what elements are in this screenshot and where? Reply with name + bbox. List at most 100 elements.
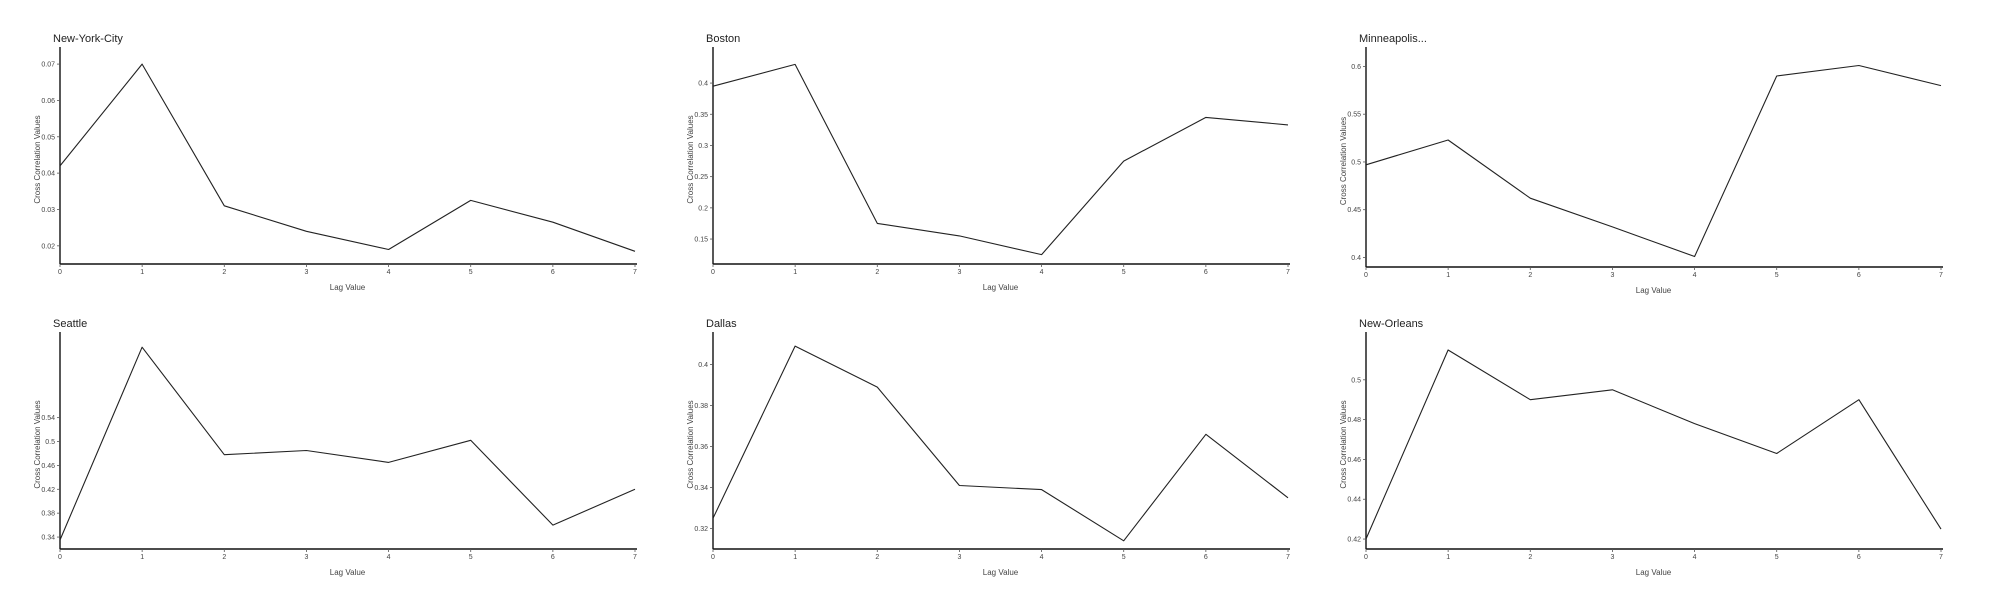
- y-tick-label: 0.34: [41, 535, 55, 542]
- x-tick-label: 3: [304, 269, 308, 276]
- y-tick-label: 0.02: [41, 243, 55, 250]
- y-axis-label: Cross Correlation Values: [33, 115, 42, 203]
- x-tick-label: 4: [1040, 269, 1044, 276]
- y-tick-label: 0.38: [41, 511, 55, 518]
- y-tick-label: 0.04: [41, 171, 55, 178]
- x-tick-label: 5: [1122, 554, 1126, 561]
- y-tick-label: 0.5: [1351, 159, 1361, 166]
- x-tick-label: 0: [58, 554, 62, 561]
- y-tick-label: 0.44: [1347, 497, 1361, 504]
- x-tick-label: 3: [1610, 554, 1614, 561]
- chart-title: Boston: [706, 33, 740, 45]
- y-tick-label: 0.4: [698, 362, 708, 369]
- x-tick-label: 4: [387, 269, 391, 276]
- x-axis-label: Lag Value: [330, 568, 366, 577]
- x-tick-label: 6: [551, 554, 555, 561]
- series-line: [59, 346, 636, 541]
- y-tick-label: 0.36: [694, 444, 708, 451]
- x-tick-label: 7: [1286, 269, 1290, 276]
- series-line: [59, 63, 636, 252]
- x-tick-label: 7: [633, 554, 637, 561]
- x-tick-label: 4: [1693, 554, 1697, 561]
- x-tick-label: 2: [875, 269, 879, 276]
- chart-title: Minneapolis...: [1359, 33, 1427, 45]
- y-axis-label: Cross Correlation Values: [686, 400, 695, 488]
- chart-title: Seattle: [53, 318, 87, 330]
- x-tick-label: 4: [1040, 554, 1044, 561]
- y-axis-label: Cross Correlation Values: [686, 115, 695, 203]
- x-tick-label: 5: [1122, 269, 1126, 276]
- series-line: [712, 345, 1289, 542]
- x-tick-label: 0: [1364, 554, 1368, 561]
- x-tick-label: 4: [387, 554, 391, 561]
- x-tick-label: 0: [711, 269, 715, 276]
- x-tick-label: 0: [711, 554, 715, 561]
- y-tick-label: 0.55: [1347, 112, 1361, 119]
- x-axis-label: Lag Value: [983, 283, 1019, 292]
- chart-title: New-York-City: [53, 33, 123, 45]
- x-tick-label: 6: [1204, 269, 1208, 276]
- y-tick-label: 0.15: [694, 237, 708, 244]
- y-tick-label: 0.25: [694, 174, 708, 181]
- y-tick-label: 0.34: [694, 485, 708, 492]
- chart-panel: Seattle 0.34 0.38 0.42 0.46 0.5 0.54 0 1 2 3 4 5 6 7 La…: [33, 318, 637, 577]
- x-tick-label: 6: [1857, 272, 1861, 279]
- x-tick-label: 1: [1446, 272, 1450, 279]
- y-tick-label: 0.46: [41, 463, 55, 470]
- x-tick-label: 0: [1364, 272, 1368, 279]
- y-tick-label: 0.45: [1347, 207, 1361, 214]
- x-tick-label: 4: [1693, 272, 1697, 279]
- y-tick-label: 0.54: [41, 415, 55, 422]
- y-tick-label: 0.46: [1347, 457, 1361, 464]
- chart-panel: Minneapolis... 0.4 0.45 0.5 0.55 0.6 0 1 2 3 4 5 6 7 L…: [1339, 33, 1943, 295]
- x-tick-label: 2: [1528, 554, 1532, 561]
- x-tick-label: 2: [222, 269, 226, 276]
- x-tick-label: 5: [469, 269, 473, 276]
- x-tick-label: 3: [957, 269, 961, 276]
- x-tick-label: 2: [875, 554, 879, 561]
- chart-panel: Dallas 0.32 0.34 0.36 0.38 0.4 0 1 2 3 4 5 6 7 Lag Val…: [686, 318, 1290, 577]
- x-axis-label: Lag Value: [983, 568, 1019, 577]
- y-tick-label: 0.38: [694, 403, 708, 410]
- y-axis-label: Cross Correlation Values: [1339, 117, 1348, 205]
- x-tick-label: 1: [140, 554, 144, 561]
- y-tick-label: 0.42: [1347, 537, 1361, 544]
- x-tick-label: 2: [1528, 272, 1532, 279]
- y-tick-label: 0.32: [694, 526, 708, 533]
- series-line: [1365, 349, 1942, 540]
- x-tick-label: 6: [1204, 554, 1208, 561]
- y-tick-label: 0.48: [1347, 417, 1361, 424]
- y-axis-label: Cross Correlation Values: [1339, 400, 1348, 488]
- x-tick-label: 7: [1286, 554, 1290, 561]
- x-tick-label: 1: [1446, 554, 1450, 561]
- x-tick-label: 3: [304, 554, 308, 561]
- x-tick-label: 1: [140, 269, 144, 276]
- x-axis-label: Lag Value: [1636, 286, 1672, 295]
- x-tick-label: 0: [58, 269, 62, 276]
- y-tick-label: 0.2: [698, 205, 708, 212]
- x-tick-label: 3: [1610, 272, 1614, 279]
- chart-panel: New-York-City 0.02 0.03 0.04 0.05 0.06 0.07 0 1 2…: [33, 33, 637, 292]
- series-line: [1365, 64, 1942, 258]
- x-tick-label: 5: [1775, 554, 1779, 561]
- x-tick-label: 6: [1857, 554, 1861, 561]
- x-tick-label: 7: [1939, 272, 1943, 279]
- x-tick-label: 1: [793, 554, 797, 561]
- y-axis-label: Cross Correlation Values: [33, 400, 42, 488]
- y-tick-label: 0.03: [41, 207, 55, 214]
- x-tick-label: 7: [633, 269, 637, 276]
- y-tick-label: 0.4: [1351, 255, 1361, 262]
- y-tick-label: 0.6: [1351, 64, 1361, 71]
- x-axis-label: Lag Value: [330, 283, 366, 292]
- x-tick-label: 6: [551, 269, 555, 276]
- chart-panel: Boston 0.15 0.2 0.25 0.3 0.35 0.4 0 1 2 3 4 5 6 7 Lag V…: [686, 33, 1290, 292]
- x-tick-label: 5: [469, 554, 473, 561]
- x-axis-label: Lag Value: [1636, 568, 1672, 577]
- y-tick-label: 0.5: [1351, 377, 1361, 384]
- series-line: [712, 63, 1289, 256]
- x-tick-label: 7: [1939, 554, 1943, 561]
- chart-title: New-Orleans: [1359, 318, 1424, 330]
- x-tick-label: 2: [222, 554, 226, 561]
- chart-panel: New-Orleans 0.42 0.44 0.46 0.48 0.5 0 1 2 3 4 5 6 7 La…: [1339, 318, 1943, 577]
